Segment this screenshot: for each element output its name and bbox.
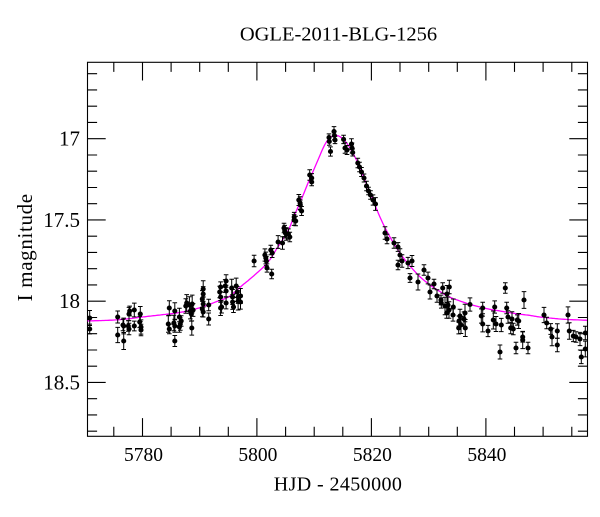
svg-text:HJD - 2450000: HJD - 2450000 [274,474,403,496]
svg-text:18: 18 [59,289,80,313]
svg-text:18.5: 18.5 [43,370,80,394]
svg-text:5780: 5780 [124,445,163,466]
svg-text:17.5: 17.5 [43,208,80,232]
svg-text:OGLE-2011-BLG-1256: OGLE-2011-BLG-1256 [240,24,437,46]
svg-text:I magnitude: I magnitude [13,193,37,301]
svg-text:5840: 5840 [467,445,506,466]
svg-text:5800: 5800 [238,445,277,466]
svg-text:5820: 5820 [353,445,392,466]
svg-text:17: 17 [59,127,80,151]
